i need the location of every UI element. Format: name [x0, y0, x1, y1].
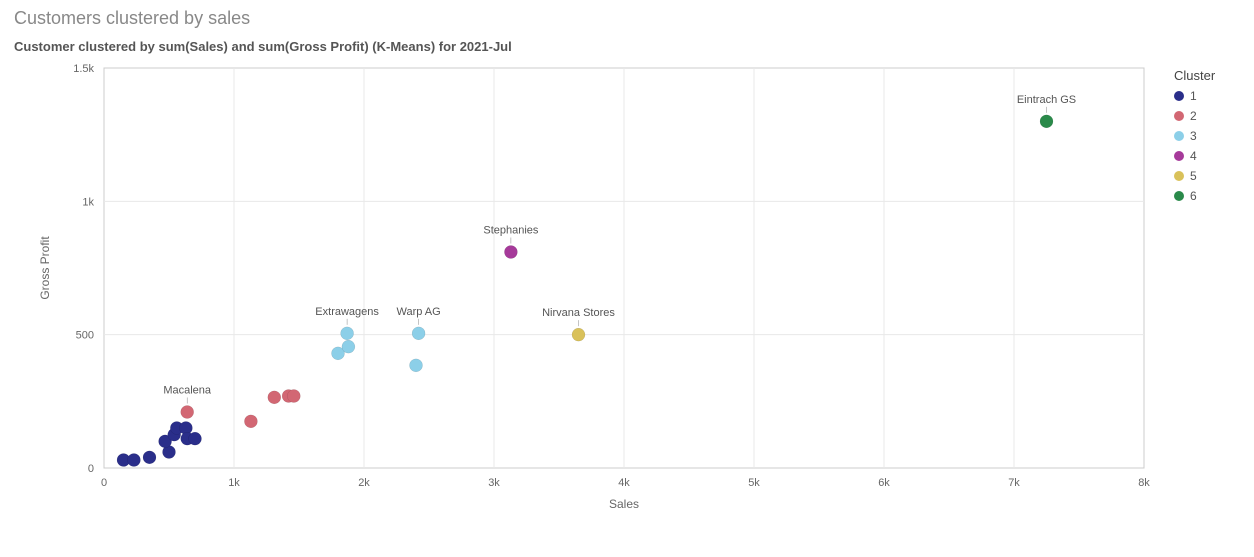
- x-tick-label: 3k: [488, 477, 500, 489]
- data-point[interactable]: [410, 359, 423, 372]
- data-point[interactable]: [268, 391, 281, 404]
- legend-swatch: [1174, 131, 1184, 141]
- legend-label: 3: [1190, 129, 1197, 143]
- data-point[interactable]: [1040, 115, 1053, 128]
- y-tick-label: 1k: [82, 196, 94, 208]
- chart-subtitle: Customer clustered by sum(Sales) and sum…: [14, 39, 1240, 54]
- data-point[interactable]: [143, 451, 156, 464]
- chart-container: 0 500 1k 1.5k 0 1k 2k 3k 4k 5k 6k 7k 8k Sales Gross Pr…: [14, 58, 1240, 533]
- point-label: Extrawagens: [315, 306, 379, 318]
- data-point[interactable]: [341, 327, 354, 340]
- legend-label: 4: [1190, 149, 1197, 163]
- legend-item[interactable]: 1: [1174, 89, 1215, 103]
- legend-item[interactable]: 4: [1174, 149, 1215, 163]
- data-point[interactable]: [244, 415, 257, 428]
- y-tick-label: 500: [76, 330, 94, 342]
- x-axis-label: Sales: [609, 497, 639, 511]
- legend: Cluster 1 2 3 4 5 6: [1164, 58, 1215, 533]
- data-point[interactable]: [189, 432, 202, 445]
- legend-swatch: [1174, 91, 1184, 101]
- legend-title: Cluster: [1174, 68, 1215, 83]
- x-tick-label: 2k: [358, 477, 370, 489]
- point-label: Eintrach GS: [1017, 94, 1076, 106]
- legend-label: 6: [1190, 189, 1197, 203]
- data-point[interactable]: [127, 454, 140, 467]
- data-point[interactable]: [181, 406, 194, 419]
- x-tick-label: 6k: [878, 477, 890, 489]
- data-point[interactable]: [342, 340, 355, 353]
- scatter-chart: 0 500 1k 1.5k 0 1k 2k 3k 4k 5k 6k 7k 8k Sales Gross Pr…: [14, 58, 1164, 533]
- x-tick-label: 7k: [1008, 477, 1020, 489]
- data-point[interactable]: [412, 327, 425, 340]
- y-tick-label: 0: [88, 463, 94, 475]
- page-title: Customers clustered by sales: [14, 8, 1240, 29]
- x-tick-label: 8k: [1138, 477, 1150, 489]
- point-label: Warp AG: [396, 306, 440, 318]
- legend-swatch: [1174, 171, 1184, 181]
- y-axis-label: Gross Profit: [38, 236, 52, 300]
- point-label: Stephanies: [483, 225, 539, 237]
- legend-item[interactable]: 3: [1174, 129, 1215, 143]
- chart-svg: 0 500 1k 1.5k 0 1k 2k 3k 4k 5k 6k 7k 8k Sales Gross Pr…: [14, 58, 1164, 528]
- legend-label: 1: [1190, 89, 1197, 103]
- x-tick-label: 4k: [618, 477, 630, 489]
- data-point[interactable]: [287, 390, 300, 403]
- legend-label: 5: [1190, 169, 1197, 183]
- point-label: Nirvana Stores: [542, 307, 615, 319]
- x-tick-label: 5k: [748, 477, 760, 489]
- x-tick-label: 1k: [228, 477, 240, 489]
- legend-item[interactable]: 5: [1174, 169, 1215, 183]
- data-point[interactable]: [572, 328, 585, 341]
- y-tick-label: 1.5k: [73, 63, 94, 75]
- x-tick-label: 0: [101, 477, 107, 489]
- legend-item[interactable]: 2: [1174, 109, 1215, 123]
- legend-swatch: [1174, 111, 1184, 121]
- legend-swatch: [1174, 191, 1184, 201]
- data-point[interactable]: [504, 246, 517, 259]
- point-label: Macalena: [163, 385, 212, 397]
- legend-item[interactable]: 6: [1174, 189, 1215, 203]
- legend-label: 2: [1190, 109, 1197, 123]
- legend-swatch: [1174, 151, 1184, 161]
